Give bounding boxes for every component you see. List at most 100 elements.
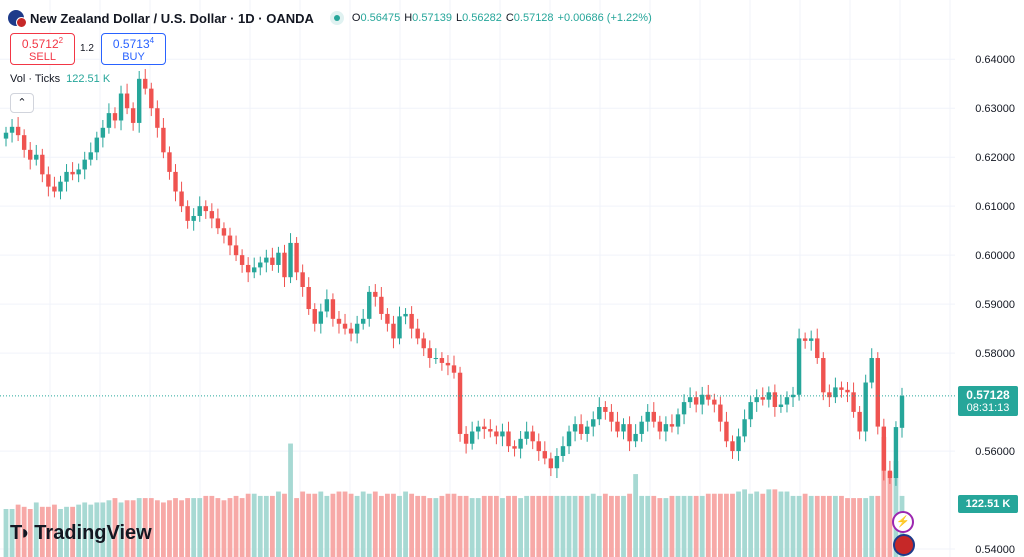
volume-bar (269, 495, 275, 557)
candle-body (397, 316, 402, 339)
candle-body (367, 291, 372, 319)
volume-bar (530, 495, 536, 557)
candle-body (863, 382, 868, 432)
candle-body (239, 255, 245, 265)
candle-body (258, 262, 263, 268)
volume-bar (730, 493, 735, 557)
volume-bar (705, 493, 711, 557)
candle-body (857, 411, 862, 432)
y-tick-label: 0.63000 (975, 103, 1015, 115)
y-tick-label: 0.60000 (975, 250, 1015, 262)
lightning-icon[interactable]: ⚡ (892, 511, 914, 533)
candle-body (421, 338, 426, 349)
candle-body (476, 426, 481, 432)
volume-bar (391, 493, 396, 557)
volume-bar (802, 493, 808, 557)
candle-body (173, 171, 178, 192)
volume-bar (112, 498, 118, 557)
volume-bar (826, 495, 832, 557)
volume-bar (52, 504, 57, 557)
volume-bar (142, 498, 148, 557)
volume-bar (554, 495, 560, 557)
chart-header: New Zealand Dollar / U.S. Dollar · 1D · … (8, 7, 656, 29)
market-status-icon[interactable] (329, 11, 344, 25)
candles (3, 69, 905, 486)
volume-bar (227, 498, 233, 557)
volume-bar (372, 491, 378, 557)
sell-button[interactable]: 0.57122 SELL (10, 33, 75, 65)
candle-body (300, 272, 305, 287)
volume-bar (415, 495, 421, 557)
volume-bar (778, 491, 784, 557)
volume-bar (27, 509, 33, 557)
volume-bar (124, 500, 130, 557)
candle-body (500, 431, 505, 437)
candle-body (542, 451, 548, 459)
candle-body (118, 93, 124, 121)
sell-price-pip: 2 (58, 36, 64, 45)
candle-body (724, 421, 729, 442)
volume-bar (857, 498, 863, 557)
candle-body (3, 132, 9, 139)
volume-bar (58, 509, 63, 557)
buy-price-pip: 4 (149, 36, 155, 45)
volume-label: Vol · Ticks (10, 73, 61, 85)
candle-body (494, 431, 499, 437)
us-flag-icon[interactable] (893, 534, 915, 556)
candle-body (597, 407, 602, 420)
volume-bar (433, 498, 439, 557)
candle-body (15, 126, 21, 136)
candle-body (318, 311, 324, 324)
candle-body (796, 338, 802, 395)
candle-body (354, 323, 360, 334)
candle-body (833, 387, 838, 398)
volume-bar (578, 495, 584, 557)
candle-body (336, 318, 342, 324)
volume-bar (621, 495, 626, 557)
tradingview-logo[interactable]: T◗ TradingView (10, 522, 152, 545)
candle-body (760, 397, 765, 400)
candle-body (179, 191, 184, 207)
buy-button[interactable]: 0.57134 BUY (101, 33, 166, 65)
candle-body (70, 171, 75, 175)
volume-bar (88, 504, 94, 557)
candle-body (52, 186, 57, 192)
candle-body (645, 411, 650, 422)
symbol-title[interactable]: New Zealand Dollar / U.S. Dollar · 1D · … (30, 10, 314, 26)
candle-body (693, 397, 699, 405)
candle-body (482, 426, 487, 430)
volume-bar (15, 504, 21, 557)
volume-bar (221, 500, 227, 557)
candle-body (469, 431, 475, 444)
candle-body (252, 267, 257, 273)
candle-body (578, 424, 584, 434)
candle-body (427, 348, 432, 359)
open-value: 0.56475 (360, 12, 401, 24)
candle-body (548, 458, 554, 469)
volume-bar (263, 495, 269, 557)
price-axis: 0.64000 0.63000 0.62000 0.61000 0.60000 0.590… (975, 54, 1015, 556)
candle-body (736, 436, 741, 452)
chevron-up-icon[interactable]: ⌃ (10, 93, 34, 113)
candle-body (403, 313, 408, 317)
sell-label: SELL (29, 51, 56, 63)
volume-bar (378, 495, 384, 557)
volume-legend[interactable]: Vol · Ticks 122.51 K (10, 73, 110, 85)
candle-body (778, 404, 784, 407)
candle-body (845, 389, 850, 393)
candle-body (609, 411, 614, 422)
volume-bar (167, 500, 172, 557)
low-label: L (455, 12, 463, 24)
volume-bar (542, 495, 548, 557)
candle-body (675, 414, 681, 427)
volume-bar (572, 495, 578, 557)
volume-tag: 122.51 K (958, 495, 1018, 513)
candle-body (88, 152, 93, 160)
volume-bar (130, 500, 136, 557)
volume-bar (421, 495, 427, 557)
volume-bar (64, 506, 69, 557)
candle-body (591, 419, 596, 427)
volume-bar (469, 498, 475, 557)
volume-bar (584, 495, 590, 557)
